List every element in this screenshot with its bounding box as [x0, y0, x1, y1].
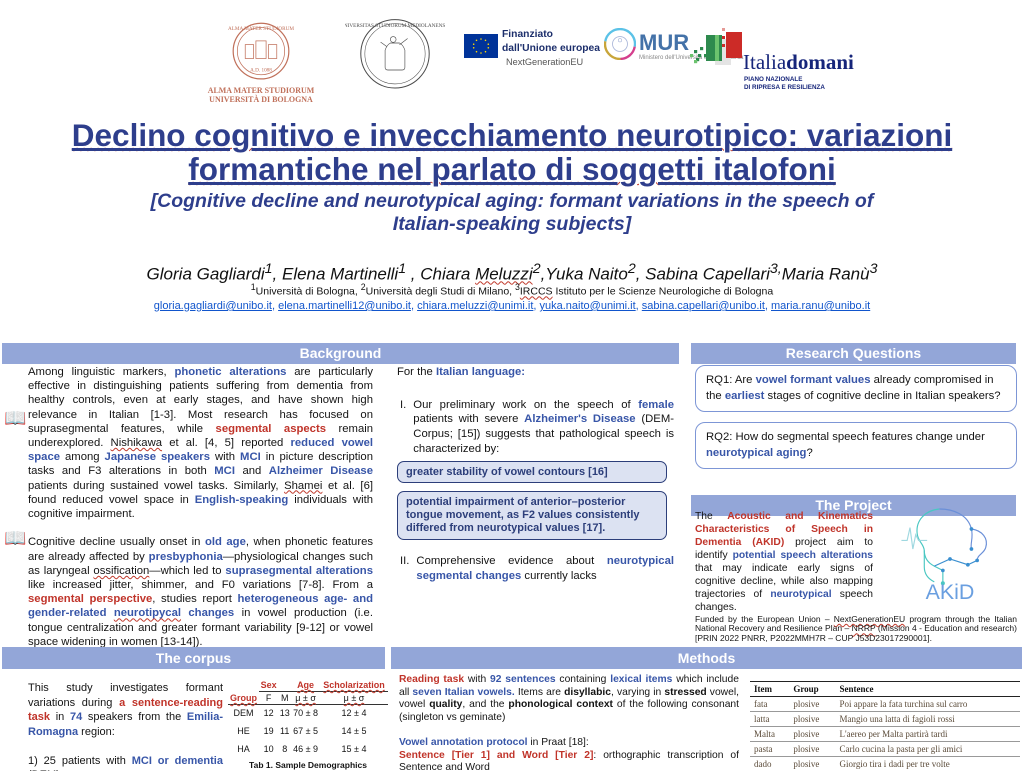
svg-text:A.D. 1088: A.D. 1088: [250, 67, 272, 73]
svg-text:UNIVERSITÀ DI BOLOGNA: UNIVERSITÀ DI BOLOGNA: [209, 94, 313, 104]
svg-text:UNIVERSITAS STUDIORUM MEDIOLAN: UNIVERSITAS STUDIORUM MEDIOLANENSIS: [345, 23, 445, 29]
svg-text:ALMA MATER STUDIORUM: ALMA MATER STUDIORUM: [228, 26, 294, 32]
svg-text:ALMA MATER STUDIORUM: ALMA MATER STUDIORUM: [208, 86, 315, 95]
svg-text:AKiD: AKiD: [926, 580, 975, 599]
